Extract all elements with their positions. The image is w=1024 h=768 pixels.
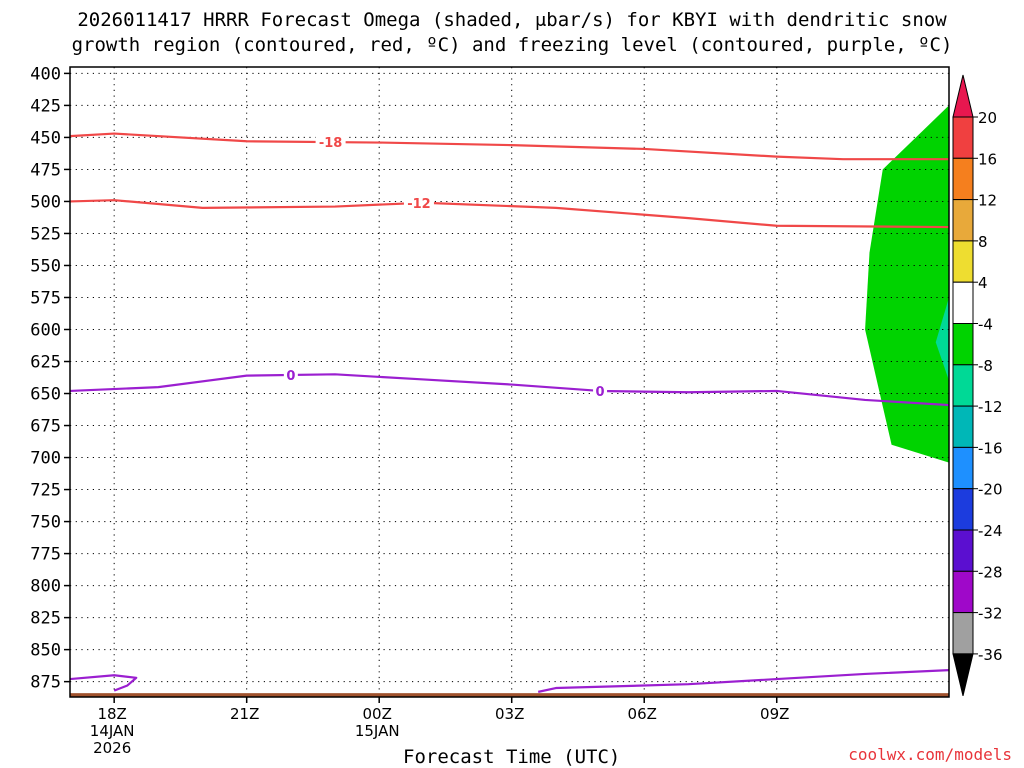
y-tick-label: 750 xyxy=(30,513,61,533)
colorbar-box xyxy=(952,612,974,655)
title-line-2: growth region (contoured, red, ºC) and f… xyxy=(71,34,953,56)
y-tick-label: 875 xyxy=(30,673,61,693)
site-credit[interactable]: coolwx.com/models xyxy=(848,745,1012,764)
colorbar-box xyxy=(952,405,974,448)
y-tick-label: 725 xyxy=(30,481,61,501)
y-tick-label: 800 xyxy=(30,577,61,597)
plot-frame xyxy=(69,66,950,698)
y-tick-label: 450 xyxy=(30,128,61,148)
y-tick-label: 650 xyxy=(30,385,61,405)
y-tick-label: 825 xyxy=(30,609,61,629)
terrain xyxy=(70,693,949,697)
contour-label: -12 xyxy=(407,197,431,212)
colorbar-box xyxy=(952,157,974,201)
y-tick-label: 700 xyxy=(30,449,61,469)
colorbar-label: -8 xyxy=(978,357,993,375)
contour-label: 0 xyxy=(596,385,605,400)
title-line-1: 2026011417 HRRR Forecast Omega (shaded, … xyxy=(77,9,947,31)
colorbar-box xyxy=(952,570,974,614)
contour-line xyxy=(70,199,949,229)
colorbar-box xyxy=(952,240,974,283)
x-tick-label: 15JAN xyxy=(355,722,400,740)
colorbar-label: -12 xyxy=(978,398,1003,416)
y-tick-label: 525 xyxy=(30,224,61,244)
colorbar-label: -32 xyxy=(978,605,1003,623)
contour-line xyxy=(70,373,949,407)
y-tick-label: 600 xyxy=(30,321,61,341)
colorbar-label: 20 xyxy=(978,109,997,127)
x-tick-label: 00Z xyxy=(363,705,392,723)
x-tick-label: 14JAN xyxy=(90,722,135,740)
contour-line xyxy=(70,132,949,161)
colorbar-label: -16 xyxy=(978,439,1003,457)
x-tick-label: 03Z xyxy=(495,705,524,723)
colorbar-box xyxy=(952,364,974,407)
y-tick-label: 575 xyxy=(30,288,61,308)
omega-shading xyxy=(935,297,949,381)
colorbar-label: -24 xyxy=(978,522,1003,540)
colorbar-label: 16 xyxy=(978,150,997,168)
y-tick-label: 425 xyxy=(30,96,61,116)
colorbar-label: 4 xyxy=(978,274,988,292)
colorbar-label: -4 xyxy=(978,316,993,334)
contour-line xyxy=(70,674,138,692)
colorbar-box xyxy=(952,199,974,242)
y-tick-label: 500 xyxy=(30,192,61,212)
colorbar-bottom-arrow xyxy=(952,653,974,697)
omega-shading xyxy=(865,105,949,463)
x-tick-label: 21Z xyxy=(230,705,259,723)
colorbar-label: -36 xyxy=(978,646,1003,664)
contour-label-bg xyxy=(315,135,346,150)
colorbar-label: 8 xyxy=(978,233,988,251)
y-tick-label: 550 xyxy=(30,256,61,276)
colorbar-box xyxy=(952,529,974,572)
x-axis-label: Forecast Time (UTC) xyxy=(403,746,621,768)
contour-label: 0 xyxy=(286,369,295,384)
y-tick-label: 775 xyxy=(30,545,61,565)
colorbar-box xyxy=(952,446,974,490)
y-tick-label: 850 xyxy=(30,641,61,661)
colorbar-top-arrow xyxy=(952,74,974,118)
colorbar-label: -20 xyxy=(978,481,1003,499)
contour-label-bg xyxy=(403,195,434,210)
colorbar-box xyxy=(952,488,974,531)
colorbar-label: -28 xyxy=(978,563,1003,581)
y-tick-label: 675 xyxy=(30,417,61,437)
y-tick-label: 400 xyxy=(30,64,61,84)
contour-line xyxy=(537,669,949,693)
contour-label-bg xyxy=(283,367,298,382)
y-tick-label: 625 xyxy=(30,353,61,373)
x-tick-label: 06Z xyxy=(628,705,657,723)
colorbar-box xyxy=(952,281,974,325)
contour-label-bg xyxy=(593,383,608,398)
x-tick-label: 18Z xyxy=(97,705,126,723)
contour-label: -18 xyxy=(319,136,343,151)
y-tick-label: 475 xyxy=(30,160,61,180)
colorbar-label: 12 xyxy=(978,192,997,210)
colorbar-box xyxy=(952,323,974,366)
x-tick-label: 2026 xyxy=(93,739,131,757)
x-tick-label: 09Z xyxy=(760,705,789,723)
chart-title: 2026011417 HRRR Forecast Omega (shaded, … xyxy=(0,8,1024,58)
colorbar-box xyxy=(952,116,974,159)
